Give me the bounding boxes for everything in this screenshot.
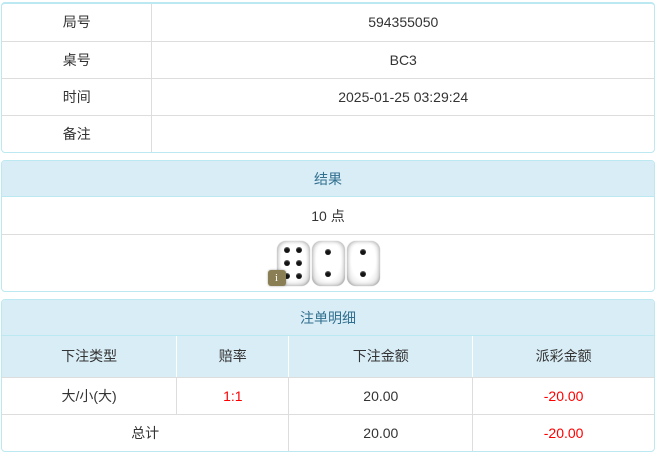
game-info-panel: 局号 594355050 桌号 BC3 时间 2025-01-25 03:29:… <box>1 2 655 153</box>
table-number-value: BC3 <box>151 41 654 79</box>
bet-amount: 20.00 <box>288 377 473 415</box>
bet-details-title: 注单明细 <box>2 300 654 336</box>
bet-details-table: 下注类型 赔率 下注金额 派彩金额 大/小(大) 1:1 20.00 -20.0… <box>2 336 654 451</box>
total-amount: 20.00 <box>288 414 473 451</box>
result-points: 10 点 <box>2 197 654 235</box>
total-row: 总计 20.00 -20.00 <box>2 414 654 451</box>
table-row-time: 时间 2025-01-25 03:29:24 <box>2 78 654 116</box>
table-row-table: 桌号 BC3 <box>2 41 654 79</box>
round-number-value: 594355050 <box>151 4 654 42</box>
remark-label: 备注 <box>2 115 153 152</box>
dice-group: i <box>267 240 381 286</box>
dice-row: i <box>2 235 654 291</box>
bet-payout: -20.00 <box>472 377 654 415</box>
table-row-remark: 备注 <box>2 115 654 152</box>
total-payout: -20.00 <box>472 414 654 451</box>
time-value: 2025-01-25 03:29:24 <box>151 78 654 116</box>
bets-header-row: 下注类型 赔率 下注金额 派彩金额 <box>2 336 654 378</box>
column-header-bet-type: 下注类型 <box>2 336 177 378</box>
result-panel: 结果 10 点 i <box>1 160 655 292</box>
bet-details-panel: 注单明细 下注类型 赔率 下注金额 派彩金额 大/小(大) 1:1 20.00 … <box>1 299 655 452</box>
bet-odds: 1:1 <box>176 377 289 415</box>
column-header-odds: 赔率 <box>176 336 289 378</box>
time-label: 时间 <box>2 78 153 116</box>
round-number-label: 局号 <box>2 4 153 42</box>
info-icon: i <box>267 269 286 286</box>
column-header-payout: 派彩金额 <box>472 336 654 378</box>
column-header-bet-amount: 下注金额 <box>288 336 473 378</box>
table-row-round: 局号 594355050 <box>2 4 654 42</box>
total-label: 总计 <box>131 424 160 441</box>
game-info-table: 局号 594355050 桌号 BC3 时间 2025-01-25 03:29:… <box>2 4 654 152</box>
die-icon <box>346 240 380 286</box>
result-panel-title: 结果 <box>2 161 654 197</box>
remark-value <box>152 115 654 152</box>
bet-row: 大/小(大) 1:1 20.00 -20.00 <box>2 377 654 415</box>
die-icon <box>311 240 345 286</box>
table-number-label: 桌号 <box>2 41 153 79</box>
bet-type: 大/小(大) <box>2 377 177 415</box>
